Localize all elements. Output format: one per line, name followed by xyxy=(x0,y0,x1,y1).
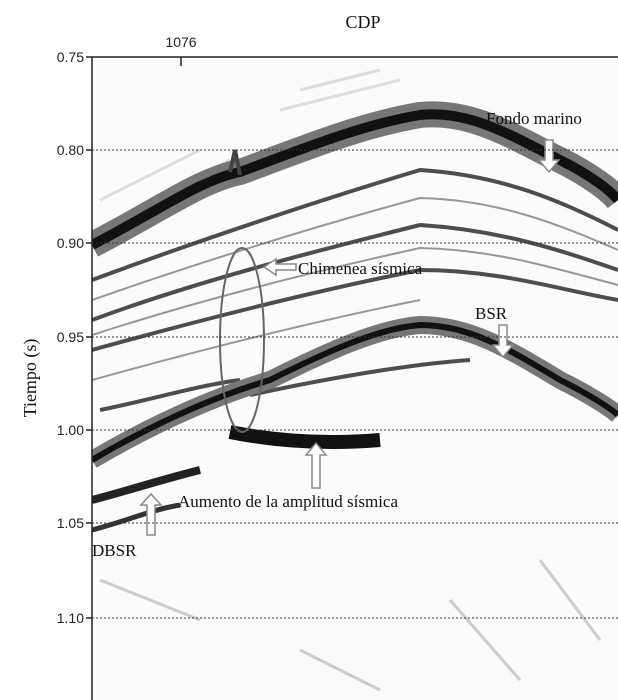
annotation: Chimenea sísmica xyxy=(298,259,423,278)
y-tick-label: 0.90 xyxy=(57,235,84,251)
x-axis-title: CDP xyxy=(345,12,380,32)
y-tick-label: 1.10 xyxy=(57,610,84,626)
y-tick-label: 0.80 xyxy=(57,142,84,158)
annotation: Aumento de la amplitud sísmica xyxy=(178,492,398,511)
annotation: BSR xyxy=(475,304,508,323)
annotation: Fondo marino xyxy=(486,109,582,128)
annotation: DBSR xyxy=(92,541,137,560)
y-tick-label: 0.95 xyxy=(57,329,84,345)
y-axis-title: Tiempo (s) xyxy=(20,339,41,418)
y-tick-label: 1.00 xyxy=(57,422,84,438)
y-tick-label: 0.75 xyxy=(57,49,84,65)
x-tick-label: 1076 xyxy=(165,34,196,50)
seismic-figure: CDP 1076 Tiempo (s) 0.75 0.80 0.90 0.95 1.00… xyxy=(0,0,618,700)
y-tick-label: 1.05 xyxy=(57,515,84,531)
